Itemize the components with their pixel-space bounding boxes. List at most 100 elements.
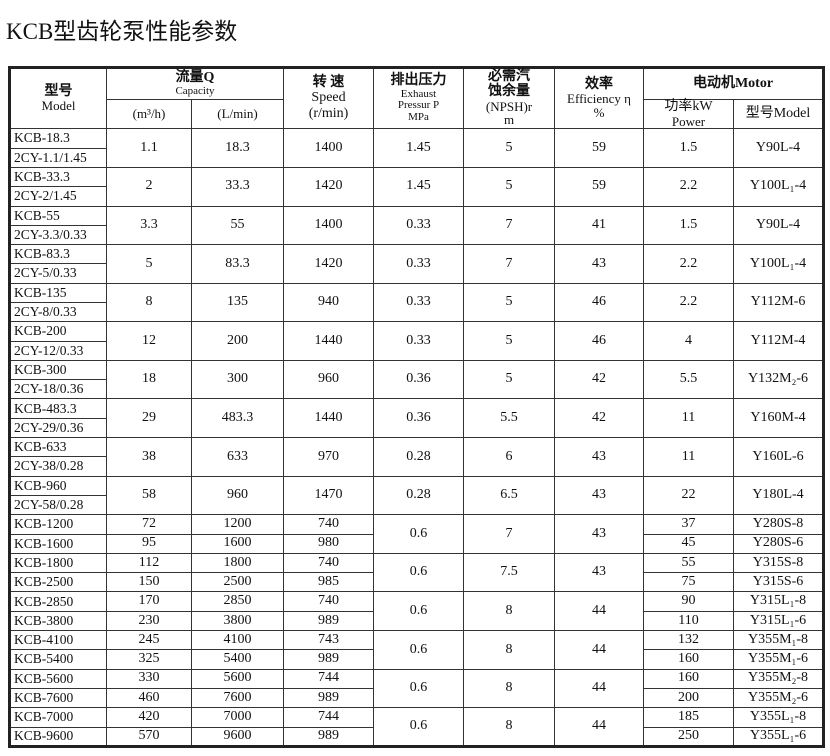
capacity-lmin-cell: 18.3 [190,128,285,168]
speed-cell: 989 [283,610,375,632]
power-cell: 132 [643,630,735,651]
npsh-cell: 7.5 [463,552,556,593]
capacity-m3h-cell: 58 [106,475,192,516]
capacity-lmin-cell: 55 [190,205,285,246]
pressure-cell: 1.45 [373,128,465,168]
table-row: KCB-55 3.3 55 1400 0.33 7 41 1.5 Y90L-4 [9,205,825,246]
model-cell: KCB-7000 [9,707,107,728]
model-cell: KCB-18.3 [9,128,107,149]
efficiency-cell: 44 [554,591,645,632]
capacity-lmin-cell: 33.3 [190,166,285,207]
model-cell: KCB-5400 [9,649,107,670]
efficiency-cell: 59 [554,166,645,207]
efficiency-cell: 43 [554,244,645,284]
table-row: 2CY-12/0.33 [9,340,824,361]
pressure-cell: 1.45 [373,166,465,207]
speed-cell: 744 [283,668,375,689]
capacity-m3h-cell: 150 [106,572,192,593]
capacity-lmin-cell: 2850 [190,591,285,612]
model-cell: KCB-300 [9,359,107,381]
power-cell: 4 [643,321,735,361]
speed-cell: 1420 [283,166,375,207]
capacity-lmin-cell: 9600 [190,726,285,747]
npsh-cell: 7 [463,244,556,284]
table-row: KCB-2850 170 2850 740 0.6 8 44 90 Y315L₁-8 [9,591,825,632]
npsh-cell: 8 [463,630,556,670]
speed-cell: 989 [283,687,375,709]
power-cell: 2.2 [643,166,735,207]
table-row: KCB-2500 150 2500 985 75 Y315S-6 [9,572,825,593]
model-cell: KCB-2850 [9,591,107,612]
table-row: KCB-1800 112 1800 740 0.6 7.5 43 55 Y315S-8 [9,552,825,593]
model-cell: KCB-135 [9,282,107,304]
power-cell: 2.2 [643,282,735,323]
motor-model-cell: Y112M-4 [733,321,825,361]
speed-cell: 744 [283,707,375,728]
header-motor: 电动机Motor [643,67,825,100]
capacity-lmin-cell: 7000 [190,707,285,728]
motor-model-cell: Y355L₁-8 [733,707,825,728]
capacity-lmin-cell: 7600 [190,687,285,709]
efficiency-cell: 43 [554,437,645,477]
npsh-cell: 5 [463,359,556,400]
capacity-m3h-cell: 8 [106,282,192,323]
capacity-lmin-cell: 1800 [190,552,285,574]
pressure-cell: 0.6 [373,630,465,670]
power-cell: 45 [643,533,735,554]
power-cell: 11 [643,398,735,439]
speed-cell: 1470 [283,475,375,516]
power-cell: 200 [643,687,735,709]
motor-model-cell: Y355M₂-8 [733,668,825,689]
model-cell: 2CY-12/0.33 [9,340,107,361]
npsh-cell: 8 [463,668,556,709]
efficiency-cell: 43 [554,514,645,554]
power-cell: 55 [643,552,735,574]
speed-cell: 743 [283,630,375,651]
table-row: KCB-135 8 135 940 0.33 5 46 2.2 Y112M-6 [9,282,825,323]
speed-cell: 740 [283,552,375,574]
capacity-lmin-cell: 83.3 [190,244,285,284]
npsh-cell: 5.5 [463,398,556,439]
capacity-m3h-cell: 72 [106,514,192,535]
speed-cell: 960 [283,359,375,400]
motor-model-cell: Y315S-8 [733,552,825,574]
npsh-cell: 5 [463,166,556,207]
capacity-lmin-cell: 5600 [190,668,285,689]
model-cell: KCB-9600 [9,726,107,747]
capacity-m3h-cell: 330 [106,668,192,689]
power-cell: 37 [643,514,735,535]
capacity-lmin-cell: 135 [190,282,285,323]
motor-model-cell: Y100L₁-4 [733,244,825,284]
model-cell: KCB-5600 [9,668,107,689]
power-cell: 185 [643,707,735,728]
speed-cell: 989 [283,649,375,670]
model-cell: 2CY-18/0.36 [9,379,107,400]
page-title: KCB型齿轮泵性能参数 [6,19,238,44]
speed-cell: 940 [283,282,375,323]
power-cell: 250 [643,726,735,747]
npsh-cell: 6 [463,437,556,477]
motor-model-cell: Y355M₁-8 [733,630,825,651]
pressure-cell: 0.36 [373,398,465,439]
capacity-m3h-cell: 12 [106,321,192,361]
header-m3h: (m³/h) [106,98,192,130]
pressure-cell: 0.28 [373,475,465,516]
efficiency-cell: 59 [554,128,645,168]
table-row: KCB-5600 330 5600 744 0.6 8 44 160 Y355M₂-8 [9,668,825,709]
header-model: 型号 Model [9,66,107,130]
motor-model-cell: Y280S-8 [733,514,825,535]
model-cell: 2CY-38/0.28 [9,456,107,477]
speed-cell: 1440 [283,321,375,361]
efficiency-cell: 44 [554,630,645,670]
capacity-m3h-cell: 230 [106,610,192,632]
capacity-m3h-cell: 29 [106,398,192,439]
capacity-lmin-cell: 5400 [190,649,285,670]
speed-cell: 980 [283,533,375,554]
table-row: KCB-483.3 29 483.3 1440 0.36 5.5 42 11 Y160M-4 [9,398,825,439]
table-row: KCB-7600 460 7600 989 200 Y355M₂-6 [9,687,825,709]
model-cell: KCB-83.3 [9,244,107,265]
model-cell: KCB-1800 [9,552,107,574]
efficiency-cell: 44 [554,668,645,709]
capacity-m3h-cell: 2 [106,166,192,207]
model-cell: KCB-1200 [9,514,107,535]
